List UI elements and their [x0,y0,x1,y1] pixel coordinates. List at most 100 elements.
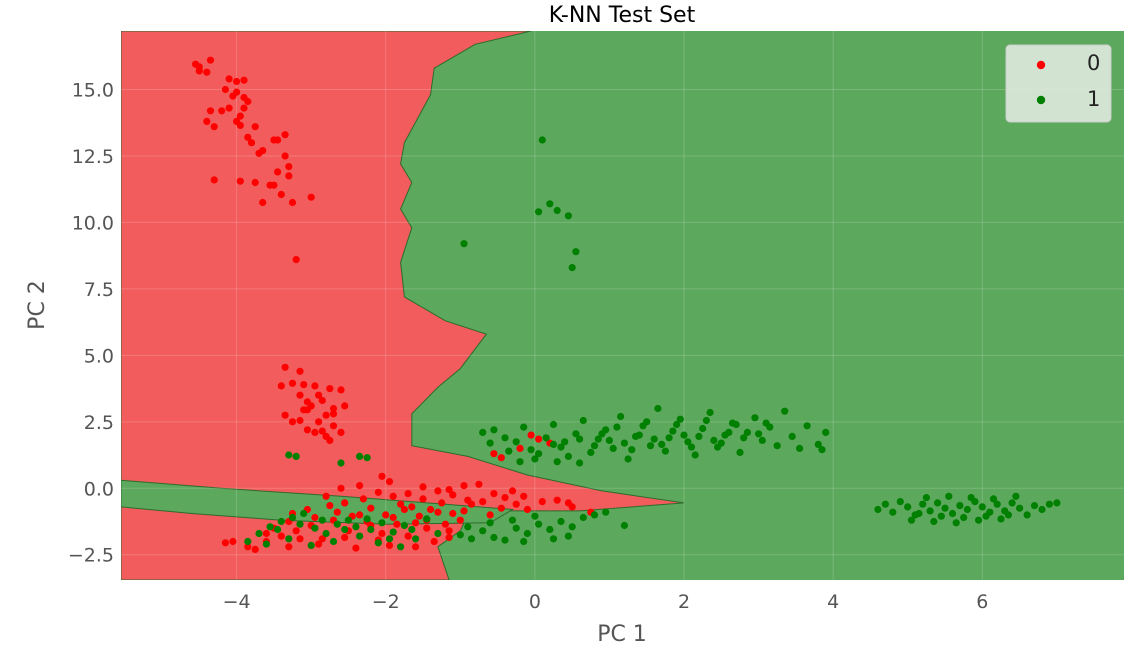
y-tick-label: 2.5 [84,412,114,434]
data-point-class-1 [982,512,990,520]
data-point-class-0 [333,508,341,516]
data-point-class-1 [1012,492,1020,500]
data-point-class-1 [673,420,681,429]
data-point-class-1 [948,509,957,518]
data-point-class-0 [490,450,498,458]
data-point-class-1 [620,521,629,530]
data-point-class-0 [318,427,326,435]
data-point-class-1 [919,500,927,508]
data-point-class-0 [203,68,211,76]
x-axis-label: PC 1 [597,622,647,647]
data-point-class-0 [281,363,289,371]
data-point-class-1 [889,508,897,516]
data-point-class-1 [587,448,595,456]
y-axis-ticks: −2.5 0.0 2.5 5.0 7.5 10.0 12.5 15.0 [68,79,114,566]
data-point-class-0 [464,496,472,504]
data-point-class-0 [460,507,468,515]
data-point-class-1 [881,500,890,508]
data-point-class-1 [590,511,599,519]
data-point-class-0 [341,499,349,507]
data-point-class-0 [486,511,494,519]
data-point-class-0 [337,428,345,436]
data-point-class-1 [549,535,558,543]
data-point-class-1 [363,515,371,523]
y-tick-label: 7.5 [84,279,114,301]
data-point-class-0 [385,478,394,486]
data-point-class-0 [240,104,248,112]
data-point-class-1 [706,408,714,417]
data-point-class-0 [285,543,293,551]
data-point-class-0 [292,527,300,535]
data-point-class-1 [397,543,405,551]
data-point-class-0 [512,500,520,508]
data-point-class-0 [419,483,427,491]
data-point-class-1 [680,431,688,439]
grid-lines [121,31,1124,580]
data-point-class-0 [307,193,315,201]
data-point-class-1 [997,515,1005,523]
data-point-class-0 [378,529,386,538]
data-point-class-1 [311,524,319,532]
data-point-class-1 [385,535,394,543]
data-point-class-1 [904,503,912,511]
data-point-class-1 [762,419,770,427]
data-point-class-1 [687,443,696,451]
data-point-class-0 [318,535,326,543]
data-point-class-0 [445,527,453,535]
data-point-class-1 [594,435,602,443]
data-point-class-1 [255,529,263,538]
data-point-class-1 [274,525,282,534]
data-point-class-1 [945,492,953,500]
data-point-class-0 [225,75,233,83]
data-point-class-0 [538,498,546,506]
data-point-class-1 [665,434,673,442]
data-point-class-1 [546,200,554,208]
data-point-class-1 [620,439,629,447]
data-point-class-0 [564,499,573,507]
data-point-class-1 [542,434,550,442]
data-point-class-0 [479,498,487,506]
data-point-class-0 [296,535,304,543]
data-point-class-0 [221,85,229,94]
data-point-class-1 [508,516,517,524]
data-point-class-1 [740,434,748,442]
data-point-class-1 [307,541,315,550]
data-point-class-0 [233,77,241,86]
data-point-class-1 [602,508,610,516]
data-point-class-1 [941,504,949,512]
data-point-class-1 [300,509,308,518]
data-point-class-0 [281,131,289,139]
data-point-class-0 [385,541,394,550]
data-point-class-0 [288,198,297,207]
data-point-class-1 [658,440,666,448]
data-point-class-0 [218,107,226,115]
data-point-class-0 [262,529,270,538]
data-point-class-1 [930,517,938,526]
data-point-class-1 [646,442,655,450]
data-point-class-1 [553,206,561,215]
data-point-class-1 [486,519,494,527]
legend-marker-0 [1036,60,1046,70]
data-point-class-1 [818,446,826,454]
data-point-class-0 [229,537,237,546]
data-point-class-1 [479,527,487,535]
data-point-class-1 [512,524,520,532]
data-point-class-1 [363,454,371,462]
data-point-class-1 [960,513,968,522]
data-point-class-1 [654,404,662,413]
data-point-class-1 [490,426,498,434]
data-point-class-0 [523,505,532,514]
data-point-class-0 [292,256,300,264]
data-point-class-1 [549,440,558,448]
data-point-class-0 [225,104,233,112]
data-point-class-1 [486,439,494,447]
data-point-class-0 [423,524,431,532]
data-point-class-1 [456,531,464,539]
data-point-class-0 [206,107,215,115]
y-tick-label: 15.0 [72,79,114,101]
data-point-class-1 [434,529,442,538]
data-point-class-1 [341,525,349,534]
data-point-class-0 [456,516,464,524]
data-point-class-0 [389,492,397,500]
data-point-class-1 [1016,504,1024,512]
